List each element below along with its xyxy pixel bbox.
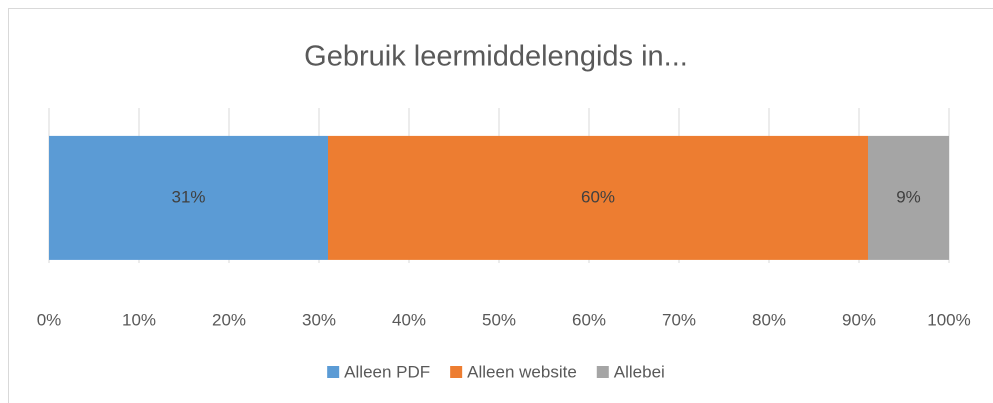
chart-title: Gebruik leermiddelengids in... — [304, 41, 688, 73]
x-tick-label: 0% — [37, 310, 62, 329]
data-label: 31% — [171, 187, 205, 206]
x-tick-label: 50% — [482, 310, 516, 329]
bar-segment — [868, 135, 949, 260]
data-label: 60% — [581, 187, 615, 206]
x-tick-label: 40% — [392, 310, 426, 329]
legend-label: Alleen PDF — [344, 362, 430, 381]
bar-segment — [49, 135, 328, 260]
legend-swatch — [596, 366, 609, 378]
x-tick-label: 100% — [927, 310, 970, 329]
legend-swatch — [327, 366, 340, 378]
x-tick-label: 30% — [302, 310, 336, 329]
x-tick-label: 90% — [842, 310, 876, 329]
x-tick-label: 60% — [572, 310, 606, 329]
bar-segment — [328, 135, 868, 260]
legend-swatch — [450, 366, 463, 378]
data-label: 9% — [896, 187, 921, 206]
legend-label: Allebei — [614, 362, 665, 381]
legend-label: Alleen website — [467, 362, 577, 381]
x-tick-label: 80% — [752, 310, 786, 329]
x-tick-label: 70% — [662, 310, 696, 329]
x-tick-label: 20% — [212, 310, 246, 329]
x-tick-label: 10% — [122, 310, 156, 329]
